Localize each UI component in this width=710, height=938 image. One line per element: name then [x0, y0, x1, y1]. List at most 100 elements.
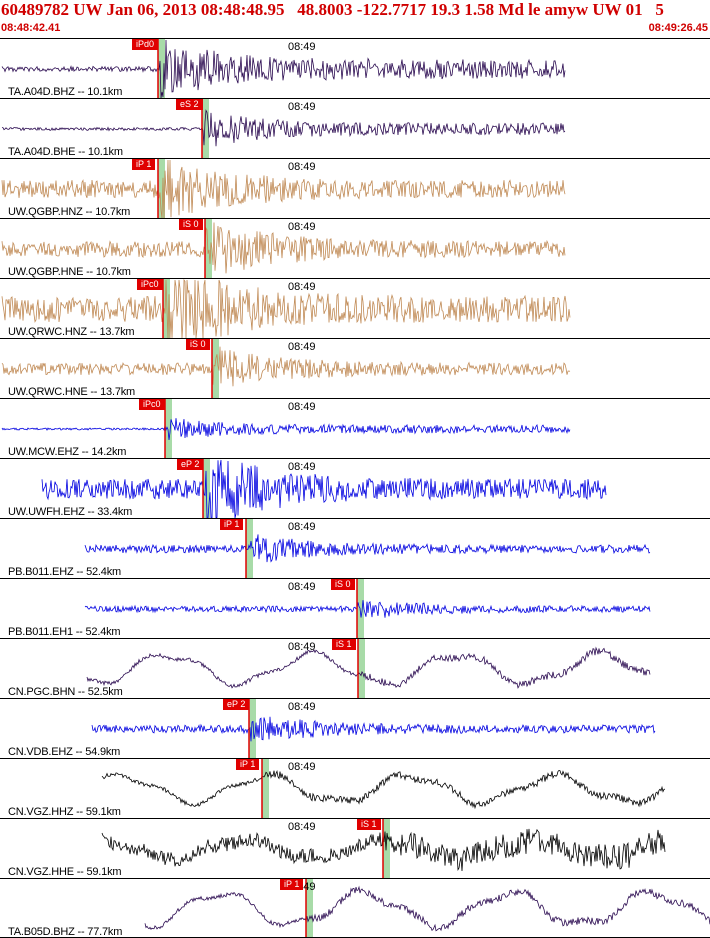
time-tick: 08:49: [288, 821, 316, 833]
station-label: UW.QRWC.HNE -- 13.7km: [8, 386, 135, 398]
station-label: PB.B011.EHZ -- 52.4km: [8, 566, 121, 578]
seismogram: [86, 639, 651, 698]
time-tick: 08:49: [288, 521, 316, 533]
phase-pick-flag[interactable]: iS 0: [179, 219, 203, 230]
time-tick: 08:49: [288, 161, 316, 173]
time-tick: 08:49: [288, 701, 316, 713]
start-time: 08:48:42.41: [1, 22, 61, 34]
phase-pick-flag[interactable]: eP 2: [223, 699, 250, 710]
seismogram: [1, 399, 571, 458]
waveform-trace: [1, 346, 571, 387]
end-time: 08:49:26.45: [648, 22, 708, 34]
seismogram: [84, 519, 651, 578]
station-label: UW.UWFH.EHZ -- 33.4km: [8, 506, 133, 518]
pick-window: [306, 879, 313, 938]
phase-pick-flag[interactable]: eP 2: [177, 459, 204, 470]
trace-panel: 08:49 iP 1 CN.VGZ.HHZ -- 59.1km: [0, 758, 710, 818]
pick-window: [158, 159, 165, 218]
waveform-trace: [1, 109, 566, 147]
phase-pick-flag[interactable]: iS 1: [357, 819, 381, 830]
waveform-trace: [1, 222, 566, 274]
phase-pick-flag[interactable]: iP 1: [236, 759, 260, 770]
waveform-trace: [1, 279, 571, 338]
station-label: UW.MCW.EHZ -- 14.2km: [8, 446, 127, 458]
pick-window: [249, 699, 256, 758]
pick-window: [212, 339, 219, 398]
trace-panel: 08:49 iPd0 TA.A04D.BHZ -- 10.1km: [0, 38, 710, 98]
trace-panel: 08:49 iP 1 PB.B011.EHZ -- 52.4km: [0, 518, 710, 578]
trace-panel: 08:49 iP 1 UW.QGBP.HNZ -- 10.7km: [0, 158, 710, 218]
time-tick: 08:49: [288, 641, 316, 653]
station-label: CN.VDB.EHZ -- 54.9km: [8, 746, 121, 758]
pick-window: [158, 39, 165, 98]
trace-panel: 08:49 eS 2 TA.A04D.BHE -- 10.1km: [0, 98, 710, 158]
station-label: TA.A04D.BHZ -- 10.1km: [8, 86, 123, 98]
waveform-trace: [101, 769, 666, 810]
phase-pick-flag[interactable]: eS 2: [176, 99, 203, 110]
phase-pick-flag[interactable]: iS 0: [186, 339, 210, 350]
pick-window: [202, 99, 209, 158]
pick-window: [262, 759, 269, 818]
trace-panel: 08:49 eP 2 UW.UWFH.EHZ -- 33.4km: [0, 458, 710, 518]
phase-pick-flag[interactable]: iPd0: [132, 39, 159, 50]
waveform-trace: [41, 459, 607, 518]
trace-panel: 08:49 iPc0 UW.QRWC.HNZ -- 13.7km: [0, 278, 710, 338]
waveform-trace: [1, 159, 566, 218]
station-label: PB.B011.EH1 -- 52.4km: [8, 626, 121, 638]
trace-panel: 08:49 iS 1 CN.VGZ.HHE -- 59.1km: [0, 818, 710, 878]
pick-window: [246, 519, 253, 578]
pick-window: [358, 639, 365, 698]
station-label: CN.VGZ.HHZ -- 59.1km: [8, 806, 121, 818]
station-label: UW.QGBP.HNZ -- 10.7km: [8, 206, 131, 218]
seismogram: [1, 339, 571, 398]
station-label: CN.PGC.BHN -- 52.5km: [8, 686, 123, 698]
event-header: 60489782 UW Jan 06, 2013 08:48:48.95 48.…: [0, 0, 710, 38]
station-label: TA.B05D.BHZ -- 77.7km: [8, 926, 123, 938]
phase-pick-flag[interactable]: iS 0: [331, 579, 355, 590]
station-label: UW.QRWC.HNZ -- 13.7km: [8, 326, 135, 338]
waveform-trace: [144, 885, 710, 932]
waveform-trace: [84, 534, 651, 563]
trace-panel: 08:49 eP 2 CN.VDB.EHZ -- 54.9km: [0, 698, 710, 758]
phase-pick-flag[interactable]: iPc0: [137, 279, 163, 290]
time-tick: 08:49: [288, 461, 316, 473]
time-tick: 08:49: [288, 401, 316, 413]
seismogram: [84, 579, 651, 638]
pick-window: [163, 279, 170, 338]
phase-pick-flag[interactable]: iP 1: [280, 879, 304, 890]
station-label: TA.A04D.BHE -- 10.1km: [8, 146, 123, 158]
station-label: UW.QGBP.HNE -- 10.7km: [8, 266, 131, 278]
station-label: CN.VGZ.HHE -- 59.1km: [8, 866, 122, 878]
pick-window: [205, 219, 212, 278]
pick-window: [165, 399, 172, 458]
trace-panel: 08:49 iS 0 UW.QRWC.HNE -- 13.7km: [0, 338, 710, 398]
time-tick: 08:49: [288, 581, 316, 593]
waveform-trace: [1, 418, 571, 440]
trace-panel: 08:49 iS 1 CN.PGC.BHN -- 52.5km: [0, 638, 710, 698]
waveform-trace: [91, 716, 656, 742]
time-tick: 08:49: [288, 281, 316, 293]
pick-window: [357, 579, 364, 638]
waveform-trace: [86, 646, 651, 689]
time-tick: 08:49: [288, 221, 316, 233]
phase-pick-flag[interactable]: iP 1: [132, 159, 156, 170]
trace-panel: 08:49 iPc0 UW.MCW.EHZ -- 14.2km: [0, 398, 710, 458]
seismogram: [101, 819, 666, 878]
time-tick: 08:49: [288, 761, 316, 773]
time-tick: 08:49: [288, 101, 316, 113]
trace-panel: 08:49 iS 0 PB.B011.EH1 -- 52.4km: [0, 578, 710, 638]
seismogram: [1, 159, 566, 218]
seismogram: [1, 279, 571, 338]
phase-pick-flag[interactable]: iS 1: [332, 639, 356, 650]
seismogram: [101, 759, 666, 818]
time-tick: 08:49: [288, 41, 316, 53]
seismogram: [1, 219, 566, 278]
waveform-trace: [1, 39, 566, 98]
phase-pick-flag[interactable]: iP 1: [220, 519, 244, 530]
phase-pick-flag[interactable]: iPc0: [139, 399, 165, 410]
seismogram: [144, 879, 710, 938]
trace-panel: 08:49 iS 0 UW.QGBP.HNE -- 10.7km: [0, 218, 710, 278]
waveform-trace: [84, 600, 651, 618]
time-tick: 08:49: [288, 341, 316, 353]
